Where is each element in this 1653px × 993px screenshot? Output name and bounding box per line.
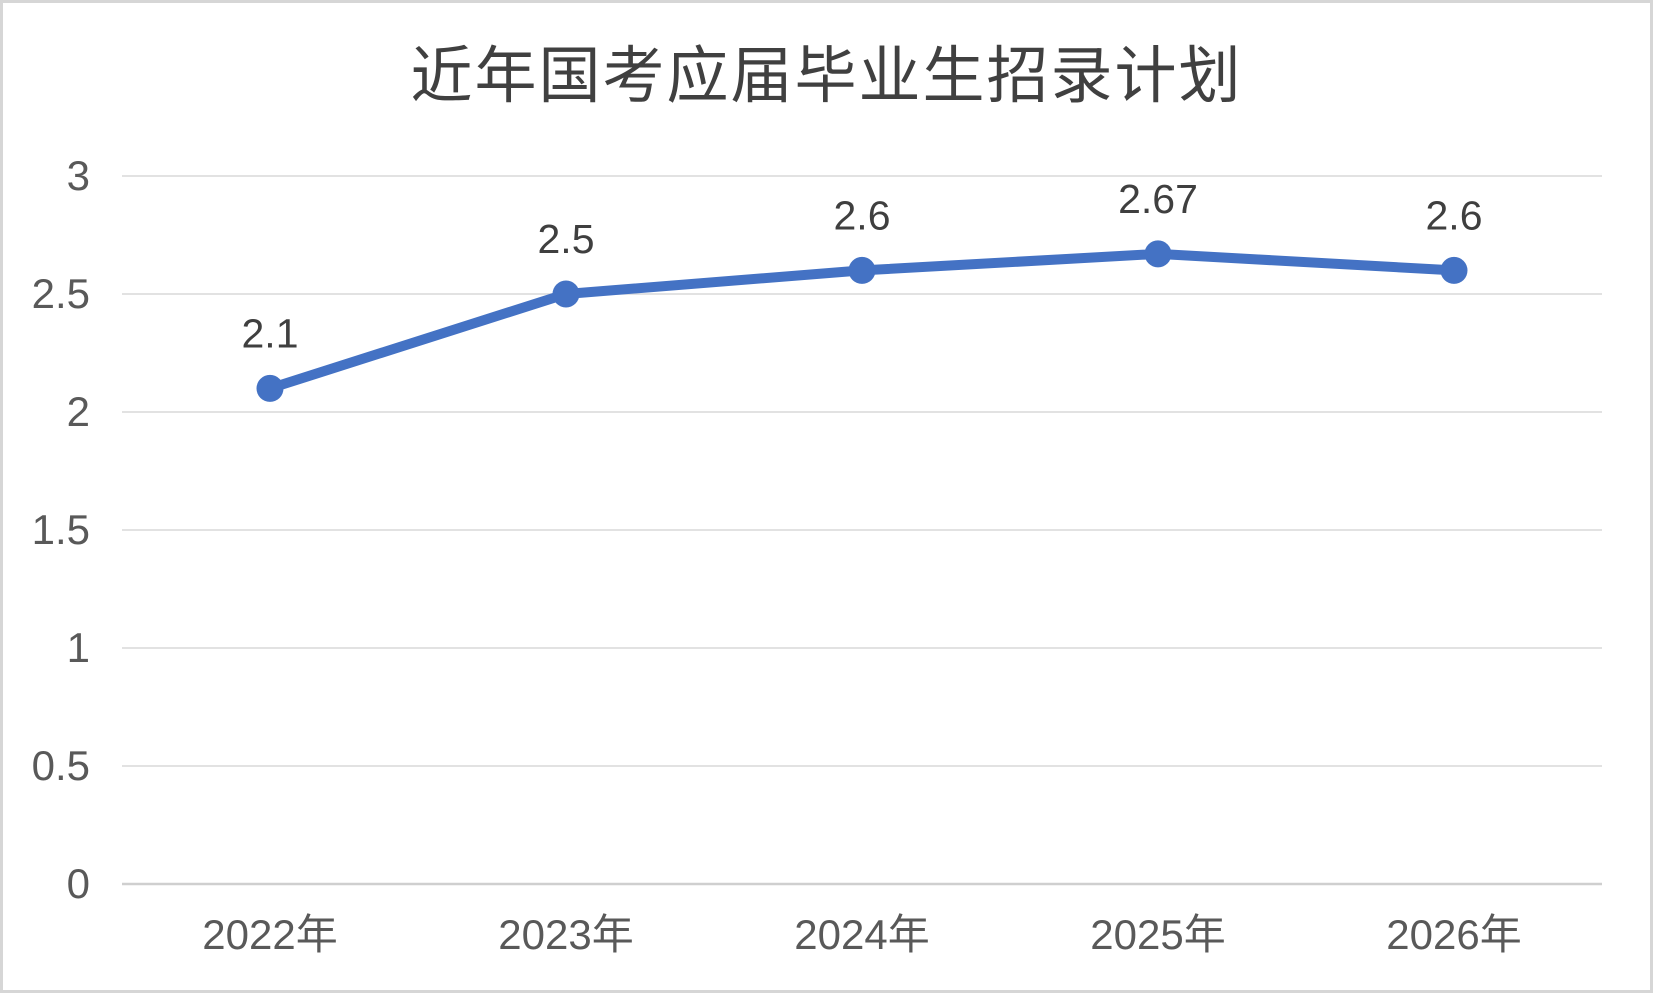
- chart-title: 近年国考应届毕业生招录计划: [410, 43, 1243, 111]
- data-point-marker: [1144, 240, 1172, 268]
- data-point-label: 2.1: [242, 310, 299, 356]
- y-axis-tick-label: 0: [67, 860, 90, 907]
- data-point-marker: [1440, 256, 1468, 284]
- x-axis-label: 2024年: [794, 911, 929, 958]
- y-axis-tick-label: 1.5: [32, 506, 90, 553]
- x-axis-label: 2022年: [202, 911, 337, 958]
- data-point-marker: [848, 256, 876, 284]
- x-axis-label: 2025年: [1090, 911, 1225, 958]
- data-point-label: 2.6: [1426, 192, 1483, 238]
- x-axis-label: 2026年: [1386, 911, 1521, 958]
- y-axis-tick-label: 2: [67, 388, 90, 435]
- data-point-marker: [256, 374, 284, 402]
- y-axis-tick-label: 3: [67, 152, 90, 199]
- line-chart-plot-area: 3 2.5 2 1.5 1 0.5 0 2022年 2023年 2024年 2025年 2026年 2.…: [32, 152, 1602, 958]
- y-axis-tick-label: 0.5: [32, 742, 90, 789]
- data-point-marker: [552, 280, 580, 308]
- x-axis-label: 2023年: [498, 911, 633, 958]
- y-axis-tick-label: 1: [67, 624, 90, 671]
- data-point-label: 2.6: [834, 192, 891, 238]
- y-axis-tick-label: 2.5: [32, 270, 90, 317]
- data-point-label: 2.67: [1118, 176, 1198, 222]
- data-point-label: 2.5: [538, 216, 595, 262]
